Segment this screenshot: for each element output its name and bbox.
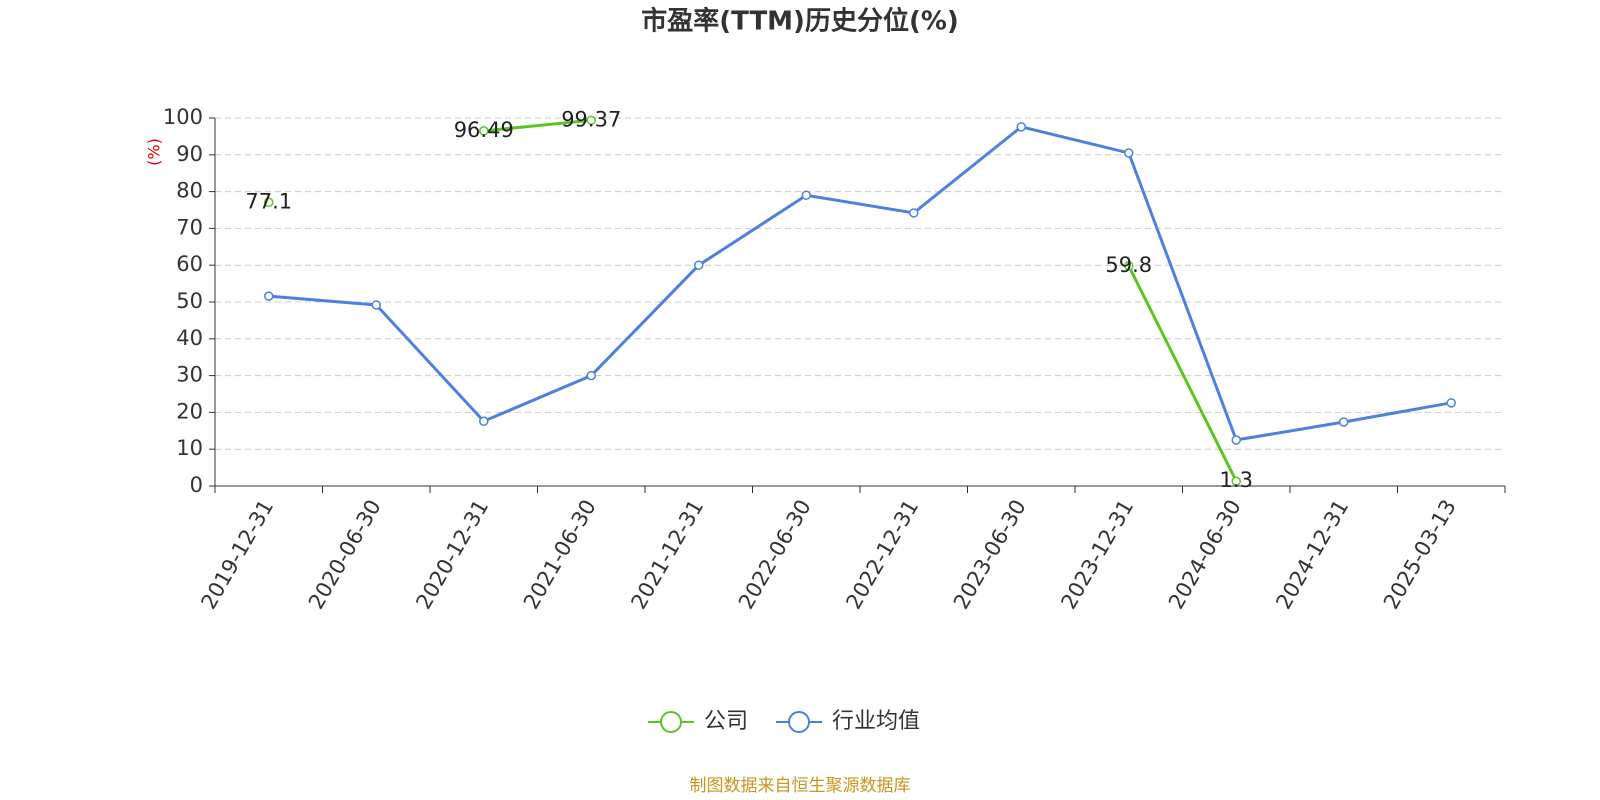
x-tick-label: 2022-12-31 bbox=[841, 496, 923, 614]
data-point bbox=[479, 416, 489, 426]
data-label: 77.1 bbox=[245, 189, 292, 213]
legend-marker bbox=[788, 711, 811, 733]
x-tick-label: 2021-12-31 bbox=[626, 496, 708, 614]
y-tick-label: 10 bbox=[176, 436, 203, 460]
x-tick-label: 2020-12-31 bbox=[411, 496, 493, 614]
data-point bbox=[1339, 417, 1349, 427]
y-tick-label: 80 bbox=[176, 179, 203, 203]
x-tick-label: 2022-06-30 bbox=[734, 496, 816, 614]
legend-item: 公司 bbox=[648, 709, 748, 734]
data-point bbox=[1016, 122, 1026, 132]
data-point bbox=[1231, 435, 1241, 445]
data-point bbox=[371, 300, 381, 310]
data-point bbox=[586, 115, 596, 126]
data-point bbox=[801, 190, 811, 201]
data-label: 96.49 bbox=[454, 118, 514, 142]
x-tick-label: 2024-06-30 bbox=[1164, 496, 1246, 614]
source-note: 制图数据来自恒生聚源数据库 bbox=[690, 776, 911, 796]
data-point bbox=[1446, 398, 1456, 408]
y-tick-label: 30 bbox=[176, 363, 203, 387]
data-point bbox=[264, 197, 274, 208]
y-tick-label: 20 bbox=[176, 399, 203, 423]
data-point bbox=[1124, 148, 1134, 158]
legend-label: 公司 bbox=[704, 709, 748, 734]
data-point bbox=[1231, 476, 1241, 486]
x-tick-label: 2025-03-13 bbox=[1379, 496, 1461, 614]
legend-item: 行业均值 bbox=[776, 709, 920, 734]
y-tick-label: 50 bbox=[176, 289, 203, 313]
data-point bbox=[264, 291, 274, 301]
data-point bbox=[479, 126, 489, 136]
x-tick-label: 2023-06-30 bbox=[949, 496, 1031, 614]
y-tick-label: 100 bbox=[163, 105, 203, 129]
legend-marker bbox=[660, 711, 682, 733]
data-point bbox=[1124, 261, 1134, 271]
y-tick-label: 90 bbox=[176, 142, 203, 166]
y-tick-label: 60 bbox=[176, 252, 203, 276]
data-point bbox=[586, 370, 596, 381]
series-line bbox=[483, 118, 1238, 482]
data-label: 99.37 bbox=[561, 107, 621, 131]
x-tick-label: 2023-12-31 bbox=[1056, 496, 1138, 614]
y-tick-label: 0 bbox=[190, 473, 203, 497]
x-tick-label: 2020-06-30 bbox=[304, 496, 386, 614]
series-line bbox=[268, 125, 1452, 442]
y-axis-label: (%) bbox=[145, 138, 164, 166]
data-label: 1.3 bbox=[1220, 468, 1253, 492]
data-point bbox=[694, 260, 704, 270]
x-tick-label: 2019-12-31 bbox=[196, 496, 278, 614]
data-point bbox=[909, 208, 919, 218]
y-tick-label: 40 bbox=[176, 326, 203, 350]
y-tick-label: 70 bbox=[176, 215, 203, 239]
data-label: 59.8 bbox=[1105, 253, 1152, 277]
x-tick-label: 2024-12-31 bbox=[1271, 496, 1353, 614]
chart-title: 市盈率(TTM)历史分位(%) bbox=[641, 6, 959, 37]
legend-label: 行业均值 bbox=[832, 709, 920, 734]
x-tick-label: 2021-06-30 bbox=[519, 496, 601, 614]
